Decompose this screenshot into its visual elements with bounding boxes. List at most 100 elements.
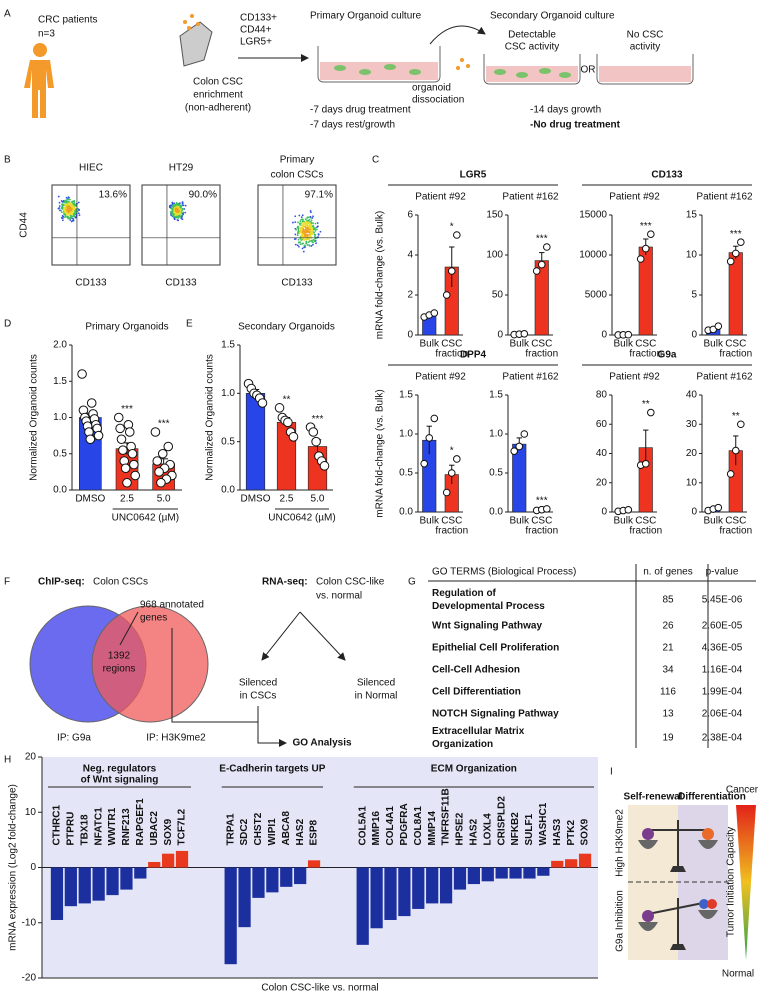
data-point [714,503,723,512]
bar [245,393,266,491]
flow-event [67,198,70,201]
gene-label: HAS3 [552,818,563,845]
axis-label: CD133 [75,278,107,289]
bar [481,867,494,882]
data-point [152,456,163,466]
flow-event [304,221,306,224]
flow-event [298,241,300,244]
data-point [93,430,104,441]
flow-node: GO Analysis [292,738,352,749]
flow-event [312,227,315,230]
flow-event [308,226,311,229]
model-label: Tumor Initiation Capacity [726,827,737,937]
flow-event [60,211,63,214]
flow-event [175,216,178,219]
group-title: E-Cadherin targets UP [219,764,325,775]
flow-event [308,224,311,226]
flow-event [71,215,74,218]
table-cell: 13 [662,709,674,720]
data-point [442,488,451,497]
flow-event [297,221,299,224]
workflow-text: LGR5+ [240,37,272,48]
flow-event [171,210,174,213]
bar [495,867,508,879]
flow-event [173,218,176,221]
flow-title: HIEC [79,163,103,174]
workflow-text: (non-adherent) [185,103,251,114]
bar [565,859,578,868]
flow-plot-frame [141,184,221,266]
data-point [537,260,546,269]
flow-title: colon CSCs [271,170,324,181]
flow-event [317,233,320,236]
y-tick-label: 10000 [579,250,607,261]
flow-event [179,202,181,205]
chart-title: Patient #162 [696,372,753,383]
bar [175,850,189,868]
gene-label: TBX18 [79,814,90,846]
flow-title: Primary [280,155,314,166]
bar [537,867,550,876]
flow-event [300,218,303,221]
table-cell: Epithelial Cell Proliferation [432,643,559,654]
gene-label: COL5A1 [357,806,368,846]
gene-label: CTHRC1 [52,805,63,846]
workflow-text: No CSC [627,30,664,41]
flow-event [316,222,319,224]
flow-event [312,239,315,241]
bar [148,861,161,868]
flow-event [64,199,67,202]
flow-event [181,202,184,204]
axis-label: mRNA expression (Log2 fold-change) [8,784,19,951]
gene-label: SOX9 [580,818,591,845]
table-cell: Cell Differentiation [432,687,521,698]
x-tick-label: 5.0 [311,494,325,505]
model-label: G9a Inhibition [615,890,626,952]
flow-event [182,204,185,207]
y-tick-label: 0.5 [221,436,235,447]
workflow-text: CD133+ [240,13,277,24]
flow-event [308,244,311,247]
flow-event [173,202,175,205]
x-tick-label: Bulk [510,339,530,350]
gene-label: CRISPLD2 [496,796,507,846]
flow-event [71,219,74,222]
x-tick-label: CSC [441,339,462,350]
gene-label: NFATC1 [93,807,104,846]
axis-label: CD133 [281,278,313,289]
flow-event [69,198,71,201]
panel-a-art [24,14,694,118]
data-point [510,447,518,455]
flow-event [314,222,317,225]
flow-node: in CSCs [240,691,277,702]
flow-event [64,204,67,207]
flow-event [170,204,173,207]
y-tick-label: 2 [407,290,413,301]
gene-label: TNFRSF11B [441,788,452,845]
flow-event [70,206,73,208]
axis-label: Normalized Organoid counts [205,354,216,481]
flow-node: Silenced [357,678,395,689]
flow-event [315,242,317,245]
data-point [442,291,451,299]
bar [64,867,77,907]
flow-event [64,211,67,214]
panel-letter: E [186,319,193,330]
y-tick-label: 2.0 [53,340,67,351]
table-cell: Developmental Process [432,601,545,612]
flow-event [299,220,302,223]
method: ChIP-seq: [38,577,85,588]
x-tick-label: CSC [531,516,552,527]
flow-event [294,243,297,246]
gene-label: HPSE2 [455,812,466,845]
chart-title: Patient #92 [415,192,466,203]
group-title: DPP4 [460,350,487,361]
axis-label: Normalized Organoid counts [29,354,40,481]
bar [224,867,237,965]
gene-label: COL4A1 [385,806,396,846]
bar [252,867,265,898]
x-tick-label: 5.0 [157,494,171,505]
workflow-text: organoid [412,83,451,94]
flow-event [178,214,181,217]
data-point [420,459,428,468]
